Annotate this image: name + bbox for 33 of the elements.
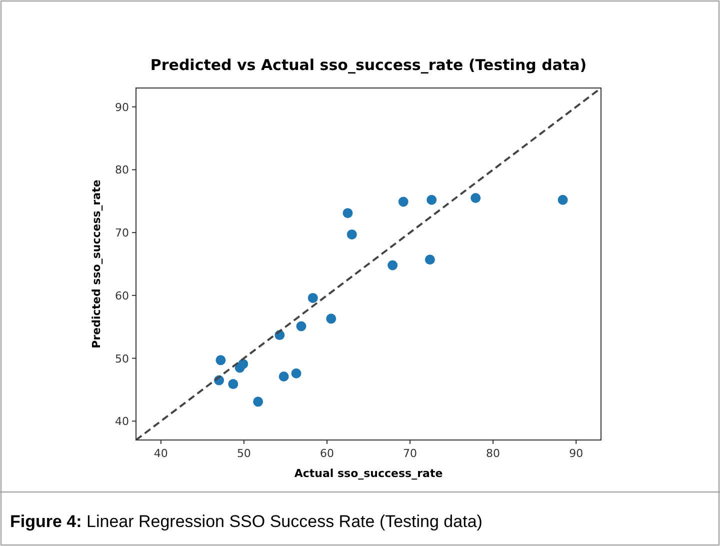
x-tick-label: 80	[486, 447, 500, 460]
y-tick-label: 60	[115, 289, 129, 302]
point	[398, 196, 408, 207]
y-tick-label: 40	[115, 415, 129, 428]
caption: Figure 4: Linear Regression SSO Success Rate (Testing data)	[10, 512, 482, 531]
x-axis-title: Actual sso_success_rate	[294, 467, 443, 480]
y-tick-label: 50	[115, 352, 129, 366]
point	[253, 396, 264, 407]
point	[388, 260, 398, 270]
point	[470, 193, 481, 203]
point	[308, 292, 318, 303]
y-tick-label: 90	[115, 100, 129, 114]
x-tick-label: 60	[320, 447, 334, 460]
x-tick-label: 90	[569, 447, 584, 460]
x-tick-label: 50	[236, 447, 251, 460]
chart-title: Predicted vs Actual sso_success_rate (Testing data)	[150, 56, 587, 74]
point	[278, 372, 289, 382]
y-tick-label: 80	[115, 164, 129, 177]
point	[238, 358, 248, 369]
x-tick-label: 70	[403, 447, 418, 460]
point	[291, 368, 302, 378]
point	[326, 314, 336, 324]
x-tick-label: 40	[154, 447, 168, 460]
point	[342, 208, 353, 218]
point	[296, 321, 306, 332]
y-axis-title: Predicted sso_success_rate	[90, 180, 103, 348]
point	[346, 229, 357, 240]
point	[558, 194, 568, 205]
point	[228, 379, 238, 390]
point	[424, 254, 435, 265]
point	[426, 194, 437, 205]
point	[216, 355, 226, 366]
y-tick-label: 70	[115, 226, 129, 240]
